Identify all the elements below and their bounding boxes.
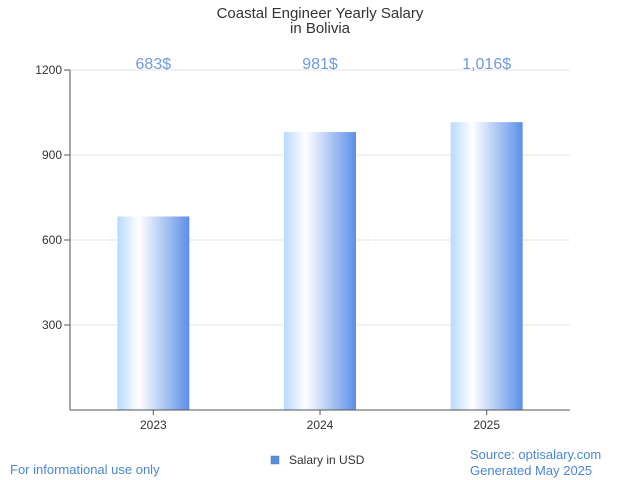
y-tick-label: 1200 [35, 63, 62, 77]
bar [450, 122, 523, 410]
source-link[interactable]: Source: optisalary.com [470, 447, 602, 462]
bar-value-label: 981$ [302, 56, 338, 73]
legend-label: Salary in USD [289, 453, 365, 467]
x-tick-label: 2025 [473, 418, 500, 432]
chart-title-line-1: Coastal Engineer Yearly Salary [217, 5, 424, 22]
generated-date: Generated May 2025 [470, 463, 593, 478]
bar-value-label: 683$ [136, 56, 172, 73]
chart-title-line-2: in Bolivia [290, 20, 351, 37]
legend[interactable]: Salary in USD [270, 453, 365, 467]
x-tick-label: 2023 [140, 418, 167, 432]
bar [284, 132, 356, 411]
source-note: Source: optisalary.com Generated May 202… [470, 447, 601, 479]
bar-value-label: 1,016$ [462, 56, 511, 73]
y-tick-label: 600 [42, 233, 62, 247]
y-tick-label: 900 [42, 148, 62, 162]
bar [117, 216, 190, 410]
x-tick-label: 2024 [307, 418, 334, 432]
y-tick-label: 300 [42, 318, 62, 332]
disclaimer-note: For informational use only [10, 462, 160, 477]
legend-swatch [270, 455, 280, 465]
